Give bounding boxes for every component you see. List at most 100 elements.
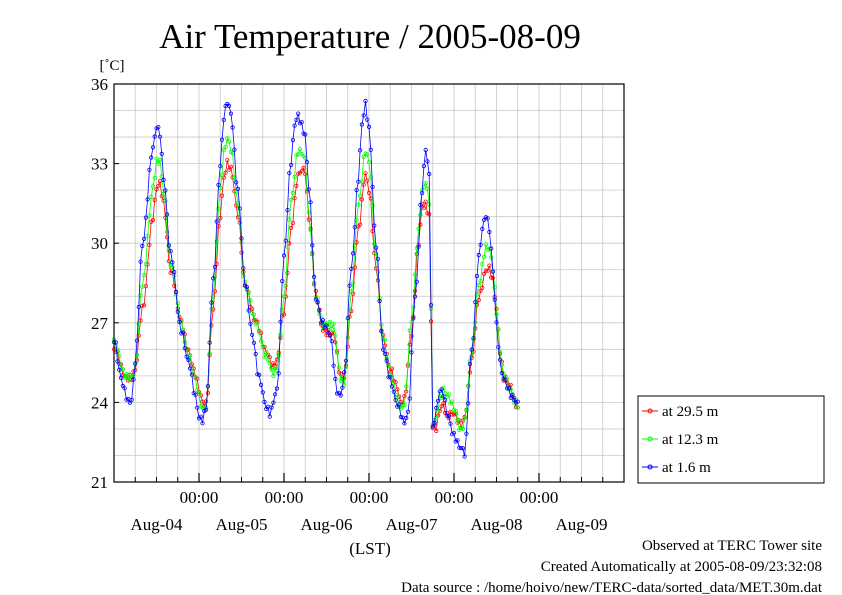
data-point xyxy=(469,347,474,352)
data-point xyxy=(166,243,171,248)
data-point xyxy=(133,361,138,366)
data-point xyxy=(237,206,242,211)
footer-created: Created Automatically at 2005-08-09/23:3… xyxy=(541,559,822,575)
data-point xyxy=(474,273,480,279)
data-point xyxy=(267,360,272,366)
data-point xyxy=(219,137,225,142)
x-tick-label-day: Aug-08 xyxy=(471,515,523,534)
data-point xyxy=(163,198,168,204)
y-tick-label: 33 xyxy=(91,155,108,174)
data-point xyxy=(219,173,225,178)
data-point xyxy=(503,377,508,383)
data-point xyxy=(163,188,168,193)
data-point xyxy=(497,349,503,354)
data-point xyxy=(166,259,171,264)
data-point xyxy=(204,407,209,412)
data-point xyxy=(421,164,426,169)
data-point xyxy=(363,98,368,104)
data-point xyxy=(269,405,274,410)
data-point xyxy=(439,387,444,392)
data-point xyxy=(241,266,246,271)
data-point xyxy=(379,329,384,334)
legend-swatch-marker xyxy=(647,408,653,414)
data-point xyxy=(264,350,269,355)
data-point xyxy=(285,244,290,249)
data-point xyxy=(308,200,313,205)
data-point xyxy=(480,226,485,231)
data-point xyxy=(483,242,488,247)
data-point xyxy=(395,392,400,398)
data-point xyxy=(333,333,338,338)
data-point xyxy=(476,252,481,258)
footer-source: Data source : /home/hoivo/new/TERC-data/… xyxy=(401,580,823,595)
data-point xyxy=(391,389,396,394)
data-point xyxy=(428,302,434,308)
data-point xyxy=(262,399,267,405)
data-point xyxy=(216,206,221,211)
data-point xyxy=(405,362,411,367)
data-point xyxy=(489,275,494,280)
data-point xyxy=(357,222,363,227)
data-point xyxy=(370,203,375,208)
data-point xyxy=(119,375,124,380)
data-point xyxy=(485,268,490,273)
data-point xyxy=(294,183,299,188)
y-tick-label: 27 xyxy=(91,314,109,333)
data-point xyxy=(218,216,223,221)
data-point xyxy=(450,399,455,404)
legend-item-label: at 12.3 m xyxy=(662,432,719,448)
data-point xyxy=(366,160,372,165)
data-point xyxy=(290,138,295,143)
x-tick-labels: 00:00 00:00 00:00 00:00 00:00 Aug-04 Aug-05 Aug… xyxy=(131,473,607,534)
data-point xyxy=(143,215,148,220)
data-point xyxy=(359,197,364,202)
data-point xyxy=(315,299,320,304)
data-point xyxy=(198,414,203,419)
data-point xyxy=(127,400,132,405)
data-point xyxy=(276,352,281,357)
data-point xyxy=(361,113,366,118)
data-point xyxy=(356,179,361,184)
data-point xyxy=(189,372,194,377)
data-point xyxy=(145,233,150,238)
data-point xyxy=(124,372,129,377)
data-point xyxy=(499,362,504,367)
data-point xyxy=(489,255,494,260)
data-point xyxy=(469,353,474,359)
data-point xyxy=(416,226,421,231)
series-group xyxy=(111,98,520,459)
data-point xyxy=(455,417,460,422)
data-point xyxy=(460,426,465,432)
data-point xyxy=(272,392,278,397)
data-point xyxy=(336,365,341,370)
data-point xyxy=(181,330,186,335)
data-point xyxy=(372,223,377,228)
data-point xyxy=(404,415,409,421)
data-point xyxy=(193,392,198,397)
data-point xyxy=(327,319,333,324)
data-point xyxy=(480,261,485,267)
data-point xyxy=(343,358,349,363)
data-point xyxy=(492,285,497,290)
data-point xyxy=(250,332,255,337)
x-tick-label-day: Aug-05 xyxy=(216,515,268,534)
data-point xyxy=(423,147,428,153)
data-point xyxy=(434,428,439,434)
data-point xyxy=(150,217,156,223)
data-point xyxy=(460,446,465,451)
data-point xyxy=(129,373,134,378)
data-point xyxy=(281,294,287,299)
data-point xyxy=(251,318,256,323)
data-point xyxy=(143,261,148,267)
plot-frame xyxy=(113,83,625,483)
data-point xyxy=(349,266,354,271)
chart-title: Air Temperature / 2005-08-09 xyxy=(159,17,581,56)
data-point xyxy=(414,279,419,284)
data-point xyxy=(402,421,407,426)
data-point xyxy=(515,405,520,410)
data-point xyxy=(304,160,310,165)
data-point xyxy=(296,111,301,116)
data-point xyxy=(416,244,421,249)
data-point xyxy=(375,270,380,275)
data-point xyxy=(235,201,241,206)
